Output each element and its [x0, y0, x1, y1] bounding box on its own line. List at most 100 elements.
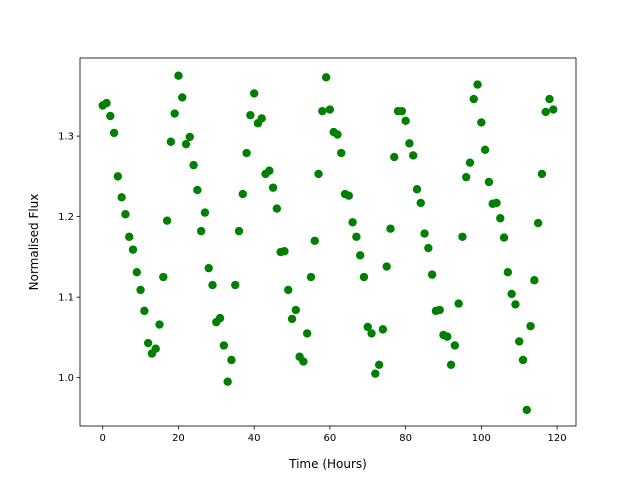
data-point	[446, 360, 456, 370]
data-point	[473, 80, 482, 89]
data-point	[367, 329, 376, 338]
data-point	[374, 360, 384, 370]
data-point	[189, 160, 198, 170]
data-point	[507, 289, 516, 299]
data-point	[238, 189, 248, 199]
data-point	[219, 341, 229, 350]
x-tick-label: 60	[324, 433, 337, 444]
data-point	[268, 183, 278, 192]
x-axis-ticks: 0 20 40 60 80 100 120	[100, 426, 567, 444]
data-point	[499, 233, 509, 242]
data-point	[397, 106, 407, 116]
data-point	[306, 272, 316, 282]
data-point	[234, 226, 244, 236]
data-point	[352, 232, 361, 241]
data-point	[401, 116, 410, 126]
x-tick-label: 100	[472, 433, 491, 444]
data-point	[200, 208, 210, 217]
data-point	[151, 344, 160, 353]
data-point	[125, 232, 134, 241]
data-point	[284, 285, 293, 295]
data-point	[321, 73, 331, 82]
data-point	[113, 172, 123, 181]
data-point	[178, 93, 187, 102]
data-point	[533, 218, 543, 228]
data-point	[496, 214, 505, 223]
data-points	[98, 71, 558, 415]
data-point	[272, 204, 282, 213]
y-tick-label: 1.3	[58, 132, 74, 143]
data-point	[416, 198, 425, 208]
data-point	[170, 109, 179, 118]
data-point	[102, 98, 111, 108]
data-point	[162, 216, 172, 225]
data-point	[314, 169, 323, 179]
data-point	[242, 148, 251, 158]
data-point	[215, 313, 225, 323]
data-point	[405, 139, 414, 148]
data-point	[136, 285, 145, 295]
data-point	[299, 357, 308, 366]
data-point	[166, 137, 176, 146]
data-point	[302, 329, 312, 338]
data-point	[378, 325, 388, 334]
data-point	[424, 243, 433, 253]
x-tick-label: 40	[248, 433, 261, 444]
data-point	[537, 169, 547, 179]
data-point	[526, 321, 535, 331]
data-point	[227, 355, 236, 365]
data-point	[480, 145, 490, 154]
data-point	[363, 322, 372, 332]
data-point	[117, 193, 126, 202]
data-point	[390, 152, 399, 162]
x-axis-label: Time (Hours)	[288, 457, 367, 471]
x-tick-label: 20	[172, 433, 185, 444]
data-point	[371, 369, 380, 378]
data-point	[208, 280, 217, 290]
data-point	[185, 132, 195, 142]
data-point	[204, 263, 213, 273]
data-point	[465, 158, 475, 167]
data-point	[181, 139, 191, 149]
data-point	[193, 185, 202, 195]
data-point	[140, 306, 149, 316]
data-point	[492, 198, 501, 208]
data-point	[257, 114, 266, 123]
data-point	[458, 232, 467, 241]
data-point	[231, 280, 240, 290]
data-point	[435, 305, 444, 315]
x-tick-label: 0	[100, 433, 106, 444]
data-point	[174, 71, 183, 80]
data-point	[109, 128, 119, 138]
data-point	[337, 148, 346, 158]
data-point	[541, 107, 550, 117]
data-point	[265, 166, 274, 175]
data-point	[159, 272, 168, 282]
data-point	[344, 191, 354, 200]
data-point	[477, 118, 486, 127]
data-point	[355, 251, 365, 260]
data-point	[545, 94, 554, 104]
data-point	[469, 94, 478, 104]
data-point	[223, 377, 232, 386]
data-point	[484, 177, 494, 187]
data-point	[522, 405, 531, 415]
data-point	[454, 299, 463, 308]
x-tick-label: 120	[548, 433, 567, 444]
x-tick-label: 80	[399, 433, 412, 444]
data-point	[143, 338, 153, 348]
data-point	[450, 341, 460, 350]
data-point	[121, 210, 130, 219]
data-point	[420, 229, 429, 238]
data-point	[280, 247, 289, 256]
data-point	[318, 106, 327, 116]
data-point	[382, 262, 391, 271]
y-axis-ticks: 1.0 1.1 1.2 1.3	[58, 132, 80, 384]
y-tick-label: 1.0	[58, 373, 74, 384]
data-point	[427, 270, 437, 279]
data-point	[530, 276, 539, 285]
data-point	[132, 267, 141, 277]
data-point	[348, 218, 357, 227]
